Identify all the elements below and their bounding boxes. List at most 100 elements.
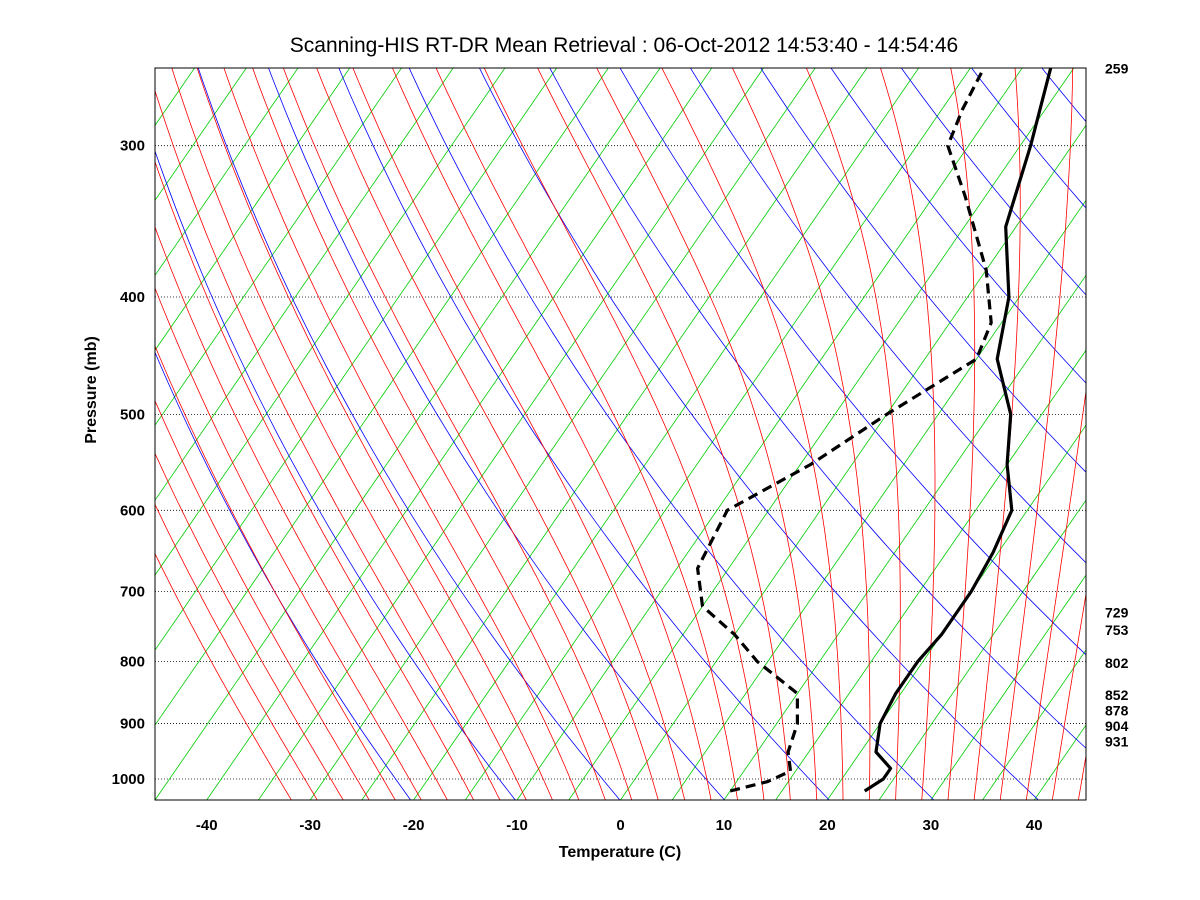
dry-adiabat-line bbox=[619, 68, 1086, 656]
moist-adiabat-line bbox=[155, 89, 501, 800]
isotherm-line bbox=[1128, 0, 1200, 815]
moist-adiabat-line bbox=[282, 68, 633, 800]
y-tick-label: 300 bbox=[120, 138, 145, 155]
moist-adiabat-line bbox=[171, 68, 527, 800]
isotherm-line bbox=[155, 68, 351, 351]
level-label: 729 bbox=[1105, 605, 1129, 621]
isotherm-line bbox=[568, 68, 1075, 800]
isotherm-line bbox=[155, 68, 454, 501]
isotherm-line bbox=[0, 0, 726, 815]
isotherm-line bbox=[723, 274, 1086, 800]
dry-adiabat-line bbox=[155, 149, 516, 800]
dry-adiabat-line bbox=[155, 351, 412, 800]
moist-adiabat-line bbox=[155, 225, 448, 800]
isotherm-line bbox=[155, 68, 506, 576]
moist-adiabat-line bbox=[947, 68, 976, 800]
y-tick-label: 800 bbox=[120, 654, 145, 671]
isotherm-line bbox=[878, 499, 1086, 800]
moist-adiabat-line bbox=[1051, 591, 1086, 800]
y-axis-label: Pressure (mb) bbox=[83, 336, 100, 444]
dry-adiabat-line bbox=[982, 0, 1200, 815]
isotherm-line bbox=[775, 349, 1086, 800]
dry-adiabat-line bbox=[900, 68, 1086, 296]
moist-adiabat-line bbox=[196, 68, 553, 800]
isotherm-line bbox=[206, 68, 713, 800]
x-tick-label: -10 bbox=[506, 817, 528, 834]
isotherm-line bbox=[516, 68, 1023, 800]
dry-adiabat-line bbox=[197, 68, 621, 800]
isotherm-line bbox=[361, 68, 868, 800]
isotherm-line bbox=[155, 68, 609, 726]
level-label: 259 bbox=[1105, 60, 1129, 76]
moist-adiabat-line bbox=[661, 68, 844, 800]
moist-adiabat-line bbox=[155, 160, 475, 800]
level-label: 852 bbox=[1105, 687, 1129, 703]
level-label: 753 bbox=[1105, 622, 1129, 638]
x-tick-label: -30 bbox=[299, 817, 321, 834]
moist-adiabat-line bbox=[731, 68, 871, 800]
moist-adiabat-line bbox=[155, 552, 292, 800]
level-label: 878 bbox=[1105, 703, 1129, 719]
moist-adiabat-line bbox=[805, 68, 901, 800]
plot-frame bbox=[154, 67, 1087, 801]
moist-adiabat-line bbox=[223, 68, 580, 800]
x-tick-label: 20 bbox=[819, 817, 836, 834]
isotherm-line bbox=[671, 199, 1086, 800]
axis-ticks: 5060708090100200300400500600700800900100… bbox=[112, 60, 1129, 834]
dewpoint-profile-line bbox=[695, 68, 993, 793]
y-tick-label: 700 bbox=[120, 583, 145, 600]
moist-adiabat-line bbox=[880, 68, 936, 800]
moist-adiabat-line bbox=[1025, 388, 1086, 800]
isotherm-line bbox=[413, 68, 920, 800]
dry-adiabat-line bbox=[726, 0, 1200, 815]
x-tick-label: 0 bbox=[616, 817, 624, 834]
moist-adiabat-line bbox=[352, 68, 686, 800]
isotherm-line bbox=[155, 68, 558, 651]
dry-adiabat-line bbox=[479, 68, 1040, 800]
x-tick-label: 40 bbox=[1026, 817, 1043, 834]
y-tick-label: 400 bbox=[120, 289, 145, 306]
isotherm-line bbox=[309, 68, 816, 800]
moist-adiabat-line bbox=[316, 68, 659, 800]
moist-adiabat-line bbox=[596, 68, 818, 800]
isotherm-line bbox=[155, 68, 661, 800]
moist-adiabat-line bbox=[537, 68, 791, 800]
isotherm-line bbox=[0, 0, 467, 815]
chart-title: Scanning-HIS RT-DR Mean Retrieval : 06-O… bbox=[290, 34, 958, 57]
moist-adiabat-line bbox=[1078, 753, 1086, 800]
profile-lines bbox=[695, 68, 1053, 793]
level-label: 802 bbox=[1105, 655, 1129, 671]
dry-adiabat-line bbox=[338, 68, 830, 800]
y-tick-label: 500 bbox=[120, 406, 145, 423]
isotherm-line bbox=[257, 68, 765, 800]
x-axis-label: Temperature (C) bbox=[559, 844, 681, 861]
x-tick-label: -20 bbox=[403, 817, 425, 834]
moist-adiabat-line bbox=[252, 68, 606, 800]
plot-background-lines bbox=[0, 0, 1200, 815]
isotherm-line bbox=[930, 574, 1086, 800]
isotherm-line bbox=[0, 0, 312, 815]
moist-adiabat-line bbox=[155, 503, 318, 800]
y-tick-label: 900 bbox=[120, 716, 145, 733]
dry-adiabat-line bbox=[689, 68, 1086, 564]
isotherm-line bbox=[826, 424, 1086, 800]
y-tick-label: 600 bbox=[120, 502, 145, 519]
moist-adiabat-line bbox=[483, 68, 765, 800]
y-tick-label: 1000 bbox=[112, 771, 145, 788]
moist-adiabat-line bbox=[155, 287, 422, 800]
moist-adiabat-line bbox=[155, 399, 370, 800]
moist-adiabat-line bbox=[999, 68, 1074, 800]
temperature-profile-line bbox=[863, 68, 1053, 793]
x-tick-label: 30 bbox=[922, 817, 939, 834]
moist-adiabat-line bbox=[435, 68, 738, 800]
x-tick-label: -40 bbox=[196, 817, 218, 834]
moist-adiabat-line bbox=[155, 452, 344, 800]
isotherm-line bbox=[1085, 799, 1086, 800]
isotherm-line bbox=[620, 124, 1086, 800]
dry-adiabat-line bbox=[1068, 0, 1200, 815]
isotherm-line bbox=[464, 68, 971, 800]
dry-adiabat-line bbox=[408, 68, 935, 800]
level-label: 931 bbox=[1105, 733, 1129, 749]
isotherm-line bbox=[0, 0, 674, 815]
